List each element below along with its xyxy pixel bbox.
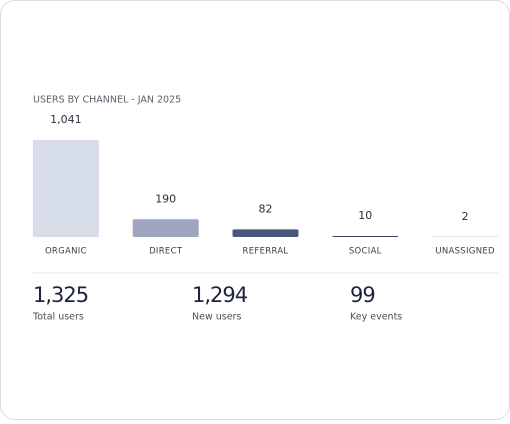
kpi-label: Key events [350, 312, 402, 323]
kpi-value: 99 [350, 283, 375, 307]
value-label: 190 [155, 192, 176, 205]
bar [33, 140, 99, 237]
kpi-value: 1,294 [192, 283, 248, 307]
value-label: 82 [259, 202, 273, 215]
value-label: 1,041 [50, 113, 82, 126]
value-label: 10 [358, 209, 372, 222]
x-tick-label: ORGANIC [45, 247, 87, 257]
x-tick-label: DIRECT [149, 247, 183, 257]
x-tick-label: SOCIAL [349, 247, 382, 257]
kpi-value: 1,325 [33, 283, 88, 307]
x-tick-label: REFERRAL [243, 247, 289, 257]
x-tick-label: UNASSIGNED [435, 247, 495, 257]
bar [233, 229, 299, 237]
value-label: 2 [462, 210, 469, 223]
bar [332, 236, 398, 237]
bar [133, 219, 199, 237]
kpi-label: New users [192, 312, 241, 323]
kpi-label: Total users [32, 312, 84, 323]
chart-title: USERS BY CHANNEL - JAN 2025 [33, 95, 181, 106]
